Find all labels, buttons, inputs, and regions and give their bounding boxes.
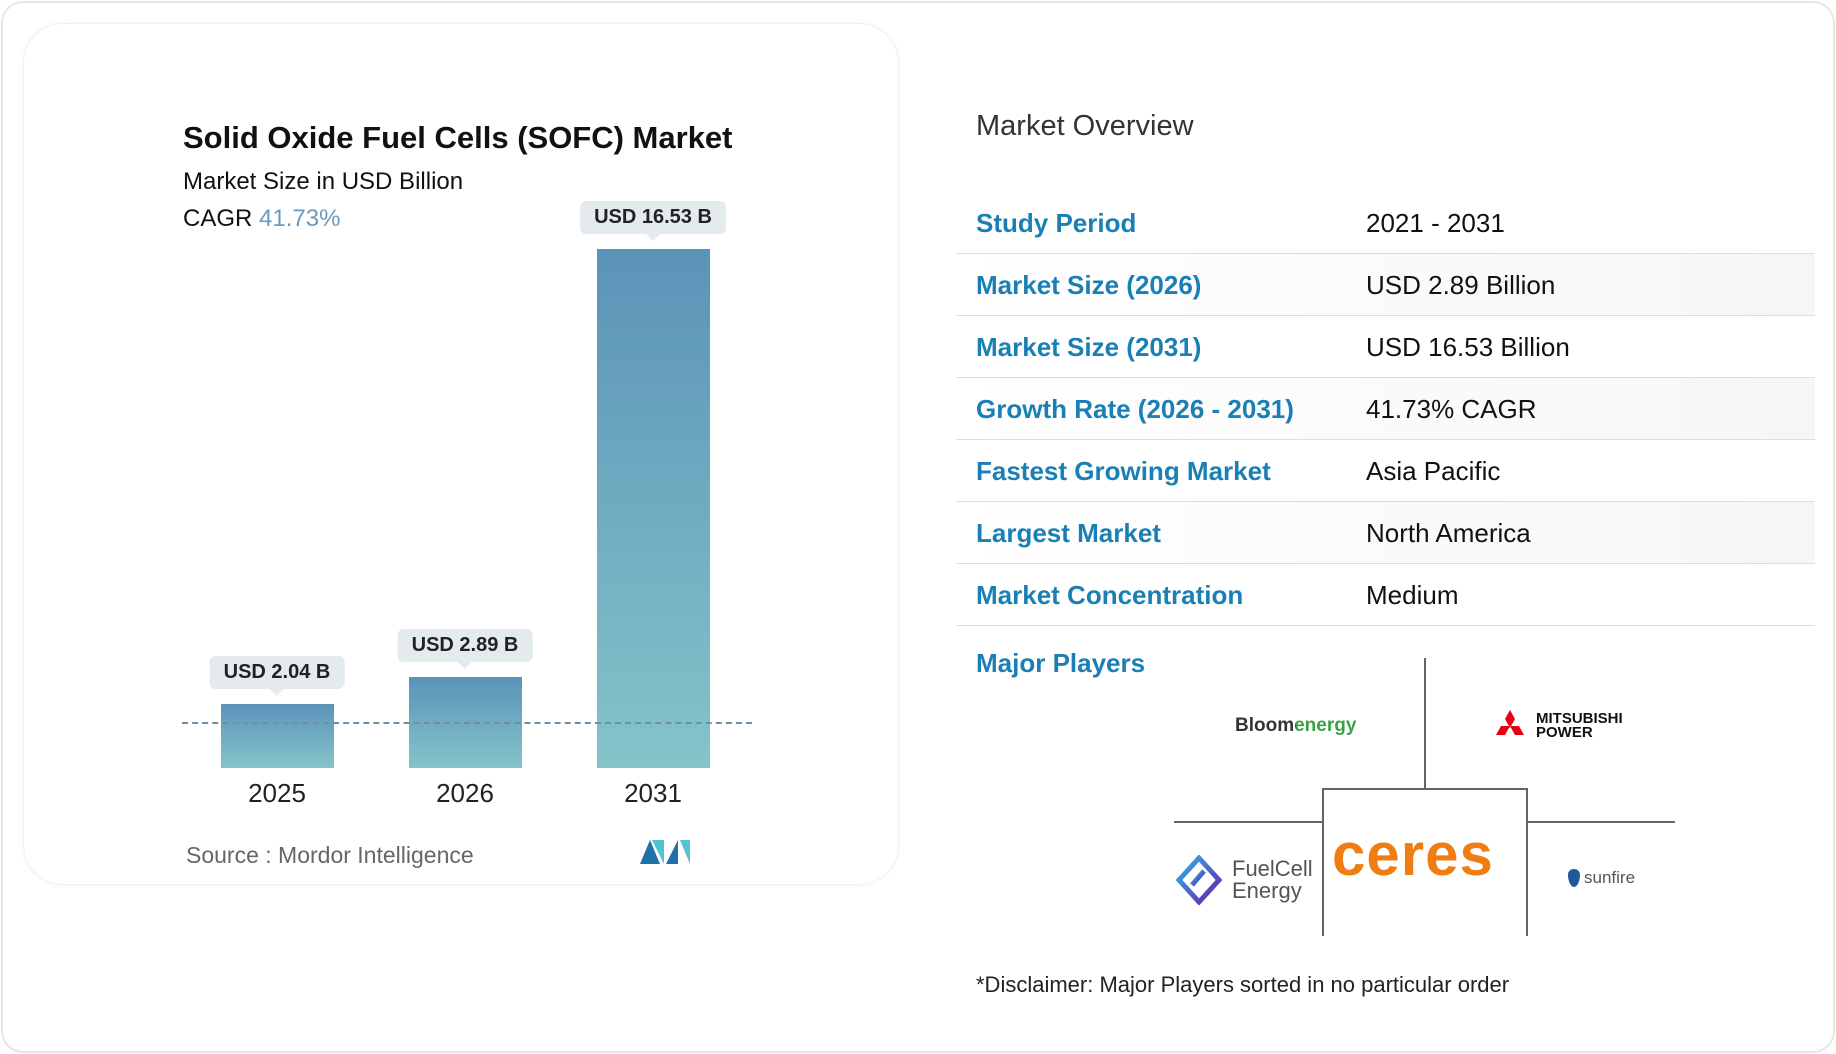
row-key: Fastest Growing Market [976,456,1271,486]
overview-row: Fastest Growing Market Asia Pacific [956,440,1815,502]
mitsubishi-diamonds-icon [1496,710,1524,735]
fuelcell-logo: FuelCell Energy [1176,855,1313,905]
bar-2025 [220,703,334,768]
row-key: Largest Market [976,518,1161,548]
chart-card [23,23,899,885]
row-key: Growth Rate (2026 - 2031) [976,394,1294,424]
row-value: Medium [1366,580,1459,610]
overview-row: Growth Rate (2026 - 2031) 41.73% CAGR [956,378,1815,440]
chart-title: Solid Oxide Fuel Cells (SOFC) Market [183,120,733,155]
flame-icon [1568,869,1580,887]
x-tick-label: 2031 [624,778,682,808]
mordor-logo-icon [640,840,690,864]
bloomenergy-logo: Bloomenergy [1235,715,1357,736]
source-text: Source : Mordor Intelligence [186,842,474,868]
overview-row: Market Size (2031) USD 16.53 Billion [956,316,1815,378]
grid-line [1424,658,1426,788]
cagr-label: CAGR [183,205,253,232]
overview-title: Market Overview [976,110,1194,142]
reference-dashed-line [182,722,752,724]
row-value: USD 2.89 Billion [1366,270,1556,300]
row-key: Study Period [976,208,1137,238]
overview-row: Market Size (2026) USD 2.89 Billion [956,254,1815,316]
sunfire-logo: sunfire [1568,868,1635,888]
major-players-label: Major Players [976,648,1146,678]
center-box [1322,788,1528,936]
row-value: 2021 - 2031 [1366,208,1505,238]
row-key: Market Concentration [976,580,1244,610]
ceres-logo: ceres [1332,821,1494,888]
disclaimer: *Disclaimer: Major Players sorted in no … [976,972,1510,997]
row-value: USD 16.53 Billion [1366,332,1570,362]
row-value: Asia Pacific [1366,456,1501,486]
row-value: North America [1366,518,1531,548]
overview-row: Study Period 2021 - 2031 [956,192,1815,254]
row-key: Market Size (2031) [976,332,1202,362]
data-label: USD 2.89 B [397,629,533,670]
fuelcell-icon [1176,855,1222,905]
overview-row: Market Concentration Medium [956,564,1815,626]
data-label: USD 2.04 B [209,655,345,696]
overview-row: Largest Market North America [956,502,1815,564]
mitsubishi-logo: MITSUBISHI POWER [1492,710,1623,742]
grid-line [1174,821,1322,823]
data-label: USD 16.53 B [580,201,726,241]
x-tick-label: 2026 [436,778,494,808]
cagr-value: 41.73% [259,205,341,232]
bar-2031 [596,249,710,768]
row-value: 41.73% CAGR [1366,394,1537,424]
grid-line [1527,821,1675,823]
x-tick-label: 2025 [248,778,306,808]
cagr: CAGR 41.73% [183,205,340,233]
chart-subtitle: Market Size in USD Billion [183,168,464,195]
row-key: Market Size (2026) [976,270,1202,300]
